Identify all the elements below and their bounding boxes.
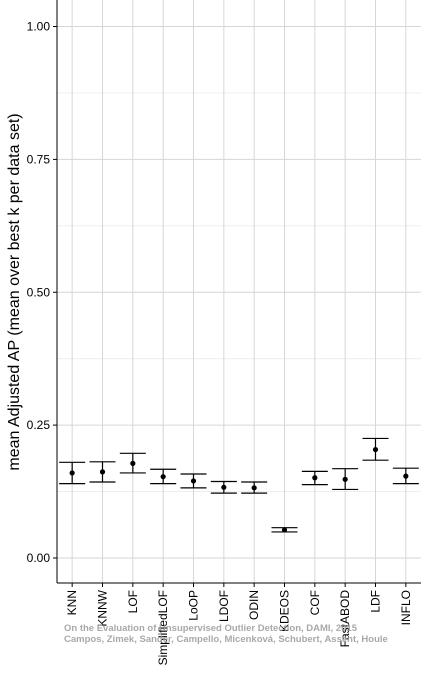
mean-point	[403, 473, 409, 479]
error-bar	[210, 480, 237, 494]
y-tick-label: 0.75	[27, 152, 51, 166]
error-bar	[119, 452, 146, 474]
y-axis: 0.00 0.25 0.50 0.75 1.00	[27, 0, 58, 583]
grid	[57, 0, 421, 583]
error-bar	[150, 468, 177, 485]
x-axis: KNN KNNW LOF SimplifiedLOF LoOP LDOF ODIN KDEOS…	[57, 582, 421, 665]
y-tick-label: 0.00	[27, 551, 51, 565]
error-bar	[332, 468, 359, 491]
mean-point	[130, 460, 136, 466]
x-tick-label: LoOP	[187, 590, 201, 621]
y-axis-title: mean Adjusted AP (mean over best k per d…	[6, 113, 23, 470]
x-tick-label: KDEOS	[278, 590, 292, 632]
mean-point	[160, 474, 166, 480]
x-tick-label: KNNW	[96, 589, 110, 626]
error-bar	[301, 470, 328, 486]
error-bar	[362, 437, 389, 461]
y-tick-label: 0.25	[27, 418, 51, 432]
mean-point	[190, 478, 197, 484]
mean-point	[281, 527, 288, 533]
error-bar	[271, 527, 298, 533]
y-tick-label: 1.00	[27, 20, 51, 34]
error-bars	[59, 437, 419, 533]
x-tick-label: FastABOD	[338, 590, 352, 648]
mean-point	[312, 475, 318, 481]
error-bar	[89, 461, 116, 483]
x-tick-label: LOF	[126, 590, 140, 613]
x-tick-label: INFLO	[399, 590, 413, 625]
error-bar	[59, 461, 86, 485]
error-bar	[392, 467, 419, 485]
x-tick-label: LDOF	[217, 590, 231, 622]
error-bar	[180, 473, 207, 489]
x-tick-label: COF	[308, 590, 322, 615]
x-tick-label: SimplifiedLOF	[156, 590, 170, 665]
mean-point	[99, 469, 106, 475]
mean-point	[221, 484, 227, 490]
x-tick-label: ODIN	[247, 590, 261, 620]
mean-point	[342, 476, 348, 482]
y-tick-label: 0.50	[27, 285, 51, 299]
mean-point	[372, 446, 379, 453]
error-bar	[241, 481, 268, 494]
x-tick-label: LDF	[369, 590, 383, 613]
mean-point	[69, 470, 75, 476]
x-tick-label: KNN	[65, 590, 79, 615]
mean-point	[251, 485, 257, 491]
